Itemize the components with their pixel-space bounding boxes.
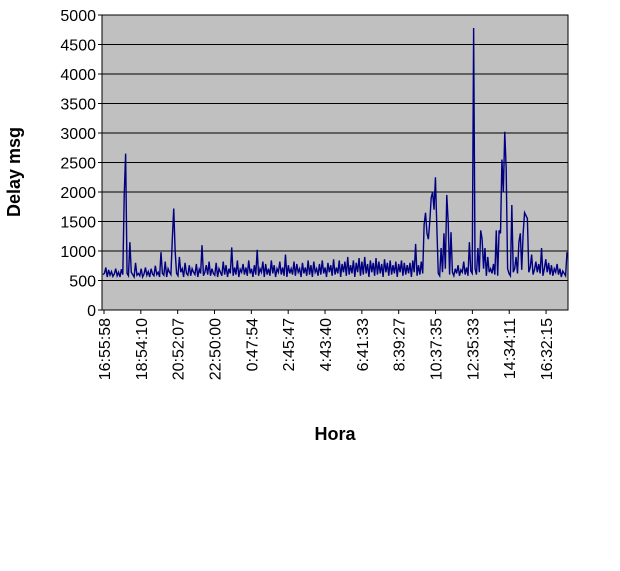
y-tick-label: 1000 bbox=[60, 244, 96, 261]
x-tick-label: 12:35:33 bbox=[465, 318, 482, 380]
x-tick-label: 0:47:54 bbox=[244, 318, 261, 371]
y-tick-label: 3000 bbox=[60, 126, 96, 143]
x-axis-ticks: 16:55:58 18:54:10 20:52:07 22:50:00 0:47:54 2… bbox=[97, 310, 556, 380]
x-tick-label: 2:45:47 bbox=[281, 318, 298, 371]
series-group bbox=[102, 27, 568, 280]
x-tick-label: 16:55:58 bbox=[97, 318, 114, 380]
y-tick-label: 0 bbox=[87, 303, 96, 320]
x-tick-label: 22:50:00 bbox=[208, 318, 225, 380]
x-tick-label: 20:52:07 bbox=[171, 318, 188, 380]
y-tick-label: 5000 bbox=[60, 8, 96, 25]
y-axis-ticks: 0 500 1000 1500 2000 2500 3000 3500 4000 4500 5000 bbox=[60, 8, 102, 320]
x-tick-label: 10:37:35 bbox=[429, 318, 446, 380]
grid-lines bbox=[102, 44, 568, 281]
series-line bbox=[102, 27, 568, 280]
x-axis-title: Hora bbox=[314, 424, 356, 444]
y-tick-label: 4500 bbox=[60, 38, 96, 55]
y-tick-label: 2500 bbox=[60, 156, 96, 173]
y-tick-label: 500 bbox=[69, 274, 96, 291]
x-tick-label: 8:39:27 bbox=[392, 318, 409, 371]
y-tick-label: 4000 bbox=[60, 67, 96, 84]
x-tick-label: 6:41:33 bbox=[355, 318, 372, 371]
y-tick-label: 1500 bbox=[60, 215, 96, 232]
x-tick-label: 18:54:10 bbox=[134, 318, 151, 380]
x-tick-label: 16:32:15 bbox=[539, 318, 556, 380]
y-axis-title: Delay msg bbox=[4, 127, 24, 217]
x-tick-label: 14:34:11 bbox=[502, 318, 519, 379]
y-tick-label: 3500 bbox=[60, 97, 96, 114]
x-tick-label: 4:43:40 bbox=[318, 318, 335, 371]
y-tick-label: 2000 bbox=[60, 185, 96, 202]
